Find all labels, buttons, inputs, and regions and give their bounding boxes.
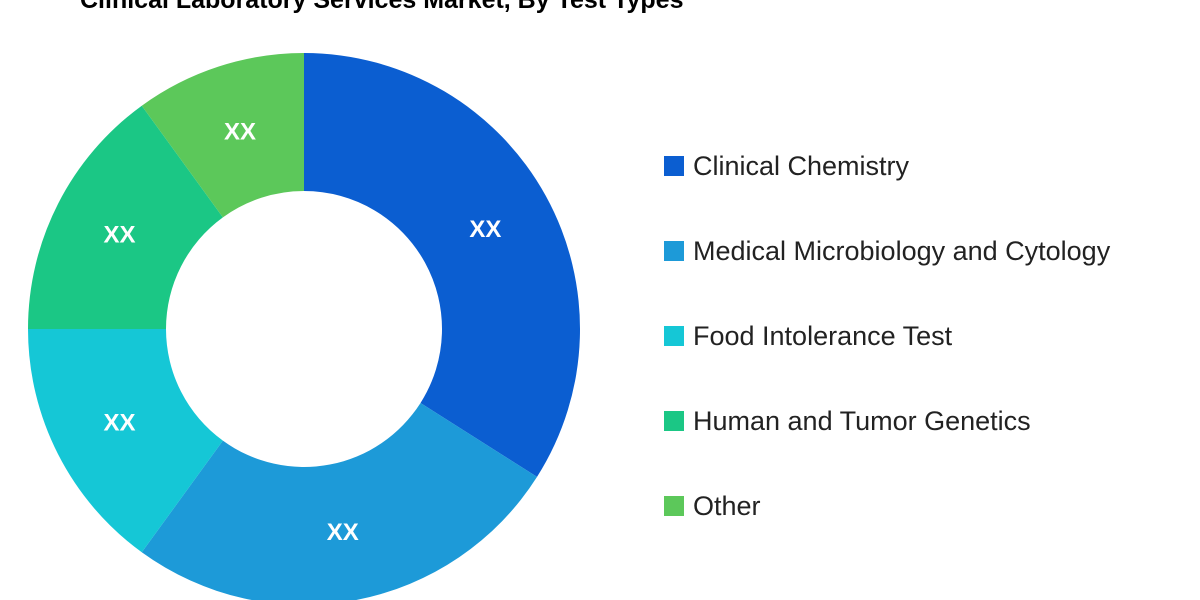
- legend-item-clinical-chemistry: Clinical Chemistry: [664, 142, 1110, 190]
- donut-slice-labels: XX XX XX XX XX: [104, 119, 502, 546]
- legend-label-other: Other: [693, 490, 761, 521]
- legend-item-other: Other: [664, 482, 1110, 530]
- legend-label-clinical-chemistry: Clinical Chemistry: [693, 150, 910, 181]
- slice-label-medical-microbiology-and-cytology: XX: [327, 519, 359, 546]
- slice-human-and-tumor-genetics: [28, 105, 223, 330]
- legend-swatch-other: [664, 496, 684, 516]
- slice-label-clinical-chemistry: XX: [469, 216, 501, 243]
- slice-label-other: XX: [224, 119, 256, 146]
- legend-item-human-and-tumor-genetics: Human and Tumor Genetics: [664, 397, 1110, 445]
- slice-label-food-intolerance-test: XX: [104, 409, 136, 436]
- legend-item-food-intolerance-test: Food Intolerance Test: [664, 312, 1110, 360]
- slice-medical-microbiology-and-cytology: [141, 402, 538, 600]
- donut-chart: XX XX XX XX XX: [28, 53, 580, 600]
- slice-label-human-and-tumor-genetics: XX: [104, 222, 136, 249]
- slice-food-intolerance-test: [28, 329, 223, 553]
- legend: Clinical Chemistry Medical Microbiology …: [664, 142, 1110, 567]
- legend-swatch-medical-microbiology-and-cytology: [664, 241, 684, 261]
- legend-swatch-food-intolerance-test: [664, 326, 684, 346]
- chart-title: Clinical Laboratory Services Market, By …: [80, 0, 684, 14]
- legend-label-medical-microbiology-and-cytology: Medical Microbiology and Cytology: [693, 235, 1111, 266]
- legend-label-food-intolerance-test: Food Intolerance Test: [693, 320, 953, 351]
- donut-slices: [28, 53, 580, 600]
- slice-other: [141, 53, 304, 218]
- legend-item-medical-microbiology-and-cytology: Medical Microbiology and Cytology: [664, 227, 1110, 275]
- legend-swatch-human-and-tumor-genetics: [664, 411, 684, 431]
- legend-swatch-clinical-chemistry: [664, 156, 684, 176]
- slice-clinical-chemistry: [304, 53, 580, 477]
- legend-label-human-and-tumor-genetics: Human and Tumor Genetics: [693, 405, 1031, 436]
